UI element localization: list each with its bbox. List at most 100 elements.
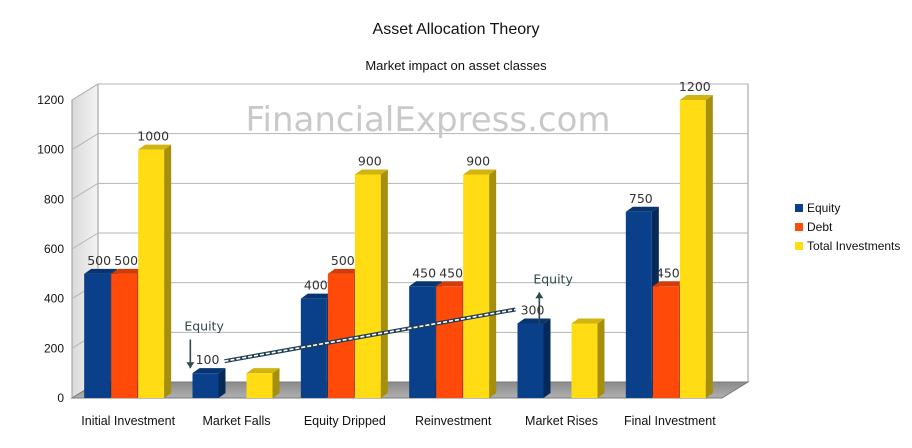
- y-axis: 0 200 400 600 800 1000 1200: [37, 93, 64, 405]
- data-label: 1000: [137, 129, 169, 144]
- legend-swatch: [795, 242, 803, 250]
- bar: [246, 368, 280, 398]
- annotation: Equity: [184, 319, 224, 369]
- bar-front: [354, 174, 381, 398]
- bar-front: [571, 323, 598, 398]
- bar-front: [463, 174, 490, 398]
- y-tick-label: 1000: [37, 143, 64, 157]
- data-label: 450: [439, 265, 463, 280]
- data-label: 400: [304, 278, 328, 293]
- bar-top: [84, 268, 118, 274]
- bar-top: [436, 281, 470, 287]
- data-label: 100: [196, 352, 220, 367]
- watermark: FinancialExpress.com: [245, 100, 610, 140]
- y-tick-label: 600: [44, 242, 64, 256]
- chart-subtitle: Market impact on asset classes: [365, 58, 547, 73]
- bar: [463, 169, 497, 398]
- bar-top: [138, 144, 172, 150]
- bar-side: [218, 368, 226, 398]
- bar-front: [625, 211, 652, 398]
- bar-side: [272, 368, 280, 398]
- bar-top: [192, 368, 226, 374]
- bar-front: [138, 149, 165, 398]
- bar-front: [517, 323, 544, 398]
- bar-front: [679, 100, 706, 398]
- x-tick-label: Reinvestment: [415, 414, 492, 428]
- data-label: 450: [656, 265, 680, 280]
- legend-item: Total Investments: [795, 239, 900, 253]
- x-axis: Initial Investment Market Falls Equity Dri…: [81, 414, 716, 428]
- bar: [517, 318, 551, 398]
- bar-top: [517, 318, 551, 324]
- data-label: 300: [521, 303, 545, 318]
- bar: [138, 144, 172, 398]
- bar-front: [436, 286, 463, 398]
- legend-item: Debt: [795, 220, 833, 234]
- data-label: 450: [412, 265, 436, 280]
- bar-side: [489, 169, 497, 398]
- bar-side: [597, 318, 605, 398]
- legend-item: Equity: [795, 201, 840, 215]
- bar-front: [327, 273, 354, 398]
- gridline-side: [71, 232, 99, 250]
- bar-front: [246, 373, 273, 398]
- data-label: 900: [358, 154, 382, 169]
- bar-top: [652, 281, 686, 287]
- bar: [354, 169, 388, 398]
- legend-swatch: [795, 204, 803, 212]
- bar-side: [543, 318, 551, 398]
- annotation: Equity: [533, 271, 573, 325]
- x-tick-label: Initial Investment: [81, 414, 175, 428]
- annotations: Equity Equity: [184, 271, 573, 369]
- bar-top: [409, 281, 443, 287]
- data-label: 900: [466, 154, 490, 169]
- legend-label: Equity: [807, 201, 840, 215]
- y-tick-label: 800: [44, 192, 64, 206]
- gridline-side: [71, 182, 99, 200]
- bar-top: [625, 206, 659, 212]
- legend-label: Debt: [807, 220, 833, 234]
- trend-line: [224, 307, 516, 364]
- y-tick-label: 400: [44, 292, 64, 306]
- trend-line-dash: [224, 308, 516, 362]
- bar-series: [84, 95, 713, 398]
- bar-top: [111, 268, 145, 274]
- x-tick-label: Market Falls: [202, 414, 270, 428]
- data-label: 1200: [679, 79, 711, 94]
- legend-label: Total Investments: [807, 239, 900, 253]
- data-label: 500: [114, 253, 138, 268]
- x-tick-label: Equity Dripped: [304, 414, 386, 428]
- bar-top: [327, 268, 361, 274]
- bar: [679, 95, 713, 398]
- gridline-side: [71, 83, 99, 101]
- x-tick-label: Market Rises: [525, 414, 598, 428]
- bar-top: [354, 169, 388, 175]
- x-tick-label: Final Investment: [624, 414, 716, 428]
- bar-side: [164, 144, 172, 398]
- data-label: 500: [331, 253, 355, 268]
- bar: [192, 368, 226, 398]
- data-label: 500: [87, 253, 111, 268]
- y-tick-label: 200: [44, 341, 64, 355]
- bar-front: [84, 273, 111, 398]
- y-tick-label: 1200: [37, 93, 64, 107]
- bar-side: [705, 95, 713, 398]
- legend: Equity Debt Total Investments: [795, 201, 900, 253]
- bar-top: [246, 368, 280, 374]
- legend-swatch: [795, 223, 803, 231]
- bar-side: [380, 169, 388, 398]
- annotation-label: Equity: [184, 319, 224, 334]
- gridline-side: [71, 133, 99, 151]
- chart-title: Asset Allocation Theory: [373, 21, 540, 38]
- arrow-head-icon: [535, 292, 544, 299]
- y-tick-label: 0: [57, 391, 64, 405]
- bar-top: [571, 318, 605, 324]
- bar-top: [679, 95, 713, 100]
- bar: [571, 318, 605, 398]
- bar-front: [409, 286, 436, 398]
- annotation-label: Equity: [533, 271, 573, 286]
- data-label: 750: [629, 191, 653, 206]
